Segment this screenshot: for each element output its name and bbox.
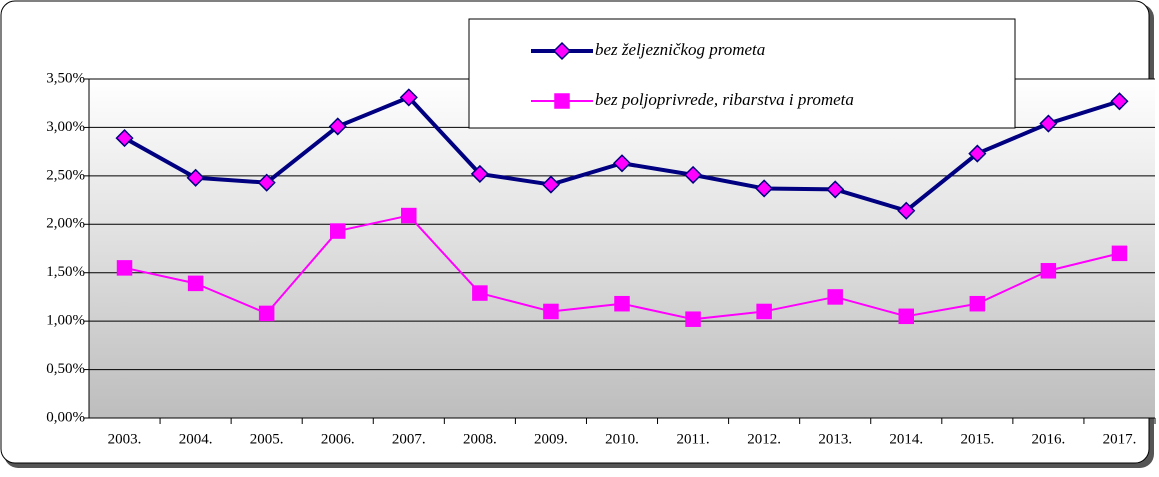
- y-tick-label: 2,00%: [46, 216, 85, 232]
- x-tick-label: 2015.: [960, 431, 994, 447]
- data-point: [258, 305, 275, 322]
- plot-area: 0,00% 0,50% 1,00% 1,50% 2,00% 2,50% 3,00% 3,50%…: [46, 70, 1156, 447]
- data-point: [614, 295, 630, 312]
- x-tick-label: 2005.: [250, 431, 284, 447]
- data-point: [969, 295, 986, 312]
- legend-box: [468, 18, 1016, 129]
- data-point: [755, 179, 774, 198]
- data-point: [541, 175, 560, 194]
- x-tick-label: 2004.: [179, 431, 213, 447]
- data-point: [968, 144, 987, 163]
- data-point: [612, 154, 632, 173]
- y-tick-label: 1,00%: [46, 313, 85, 329]
- y-tick-label: 3,00%: [46, 119, 85, 135]
- x-tick-label: 2016.: [1032, 431, 1066, 447]
- data-point: [115, 129, 134, 148]
- data-point: [257, 173, 276, 192]
- data-point: [470, 164, 489, 183]
- x-tick-label: 2012.: [747, 431, 781, 447]
- x-tick-label: 2008.: [463, 431, 497, 447]
- data-point: [399, 88, 418, 107]
- data-point: [684, 165, 703, 184]
- y-tick-label: 3,50%: [46, 70, 85, 86]
- data-point: [472, 285, 488, 301]
- x-tick-label: 2013.: [818, 431, 852, 447]
- data-point: [826, 180, 845, 199]
- data-point: [1110, 92, 1129, 111]
- x-tick-label: 2007.: [392, 431, 426, 447]
- x-tick-label: 2010.: [605, 431, 639, 447]
- legend-marker: [554, 93, 570, 109]
- x-tick-label: 2011.: [676, 431, 709, 447]
- y-tick-label: 2,50%: [46, 167, 85, 183]
- x-tick-label: 2003.: [108, 431, 142, 447]
- data-point: [186, 168, 205, 187]
- y-tick-label: 1,50%: [46, 264, 85, 280]
- data-point: [1040, 263, 1057, 279]
- legend-label: bez željezničkog prometa: [595, 40, 765, 59]
- data-point: [897, 201, 916, 220]
- data-point: [1039, 114, 1058, 133]
- x-tick-label: 2014.: [889, 431, 923, 447]
- data-point: [329, 223, 346, 239]
- data-point: [401, 207, 417, 224]
- x-tick-label: 2009.: [534, 431, 568, 447]
- data-point: [685, 311, 701, 327]
- y-tick-label: 0,50%: [46, 361, 85, 377]
- data-point: [1111, 245, 1128, 262]
- plot-background: [89, 79, 1155, 418]
- x-tick-label: 2006.: [321, 431, 355, 447]
- data-point: [187, 275, 204, 292]
- data-point: [827, 289, 843, 305]
- y-tick-label: 0,00%: [46, 409, 85, 425]
- data-point: [756, 303, 772, 320]
- data-point: [898, 308, 915, 325]
- data-point: [116, 260, 133, 276]
- legend-label: bez poljoprivrede, ribarstva i prometa: [595, 90, 854, 109]
- legend-marker: [552, 41, 572, 61]
- x-tick-label: 2017.: [1103, 431, 1137, 447]
- data-point: [543, 303, 559, 320]
- data-point: [328, 117, 347, 136]
